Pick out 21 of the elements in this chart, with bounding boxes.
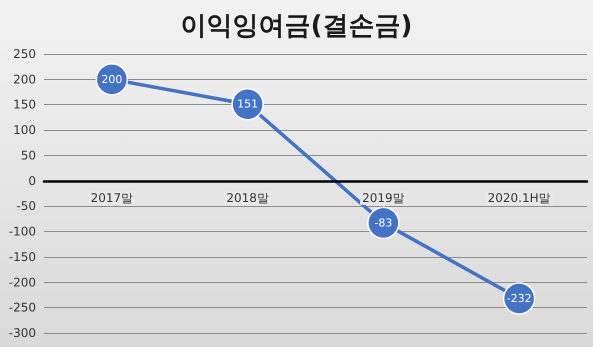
x-tick-label: 2017말	[90, 190, 134, 205]
chart-title: 이익잉여금(결손금)	[180, 11, 412, 41]
y-tick-label: 150	[13, 98, 36, 112]
x-tick-label: 2018말	[226, 190, 269, 205]
y-tick-label: 200	[13, 72, 36, 86]
y-tick-label: -50	[16, 199, 36, 214]
data-label: -83	[374, 216, 392, 230]
y-tick-label: -100	[8, 224, 36, 239]
y-tick-label: 50	[20, 148, 36, 162]
y-tick-label: -300	[8, 326, 36, 340]
data-label: 200	[101, 72, 122, 86]
y-tick-label: -250	[8, 300, 36, 315]
x-tick-label: 2019말	[362, 190, 405, 205]
y-tick-label: 100	[13, 123, 36, 138]
data-label: -232	[506, 292, 532, 306]
x-tick-label: 2020.1H말	[488, 190, 551, 205]
y-tick-label: -150	[8, 250, 36, 264]
y-tick-label: 250	[13, 47, 36, 61]
data-label: 151	[237, 98, 258, 111]
y-tick-label: -200	[8, 275, 36, 290]
y-tick-label: 0	[28, 174, 36, 188]
